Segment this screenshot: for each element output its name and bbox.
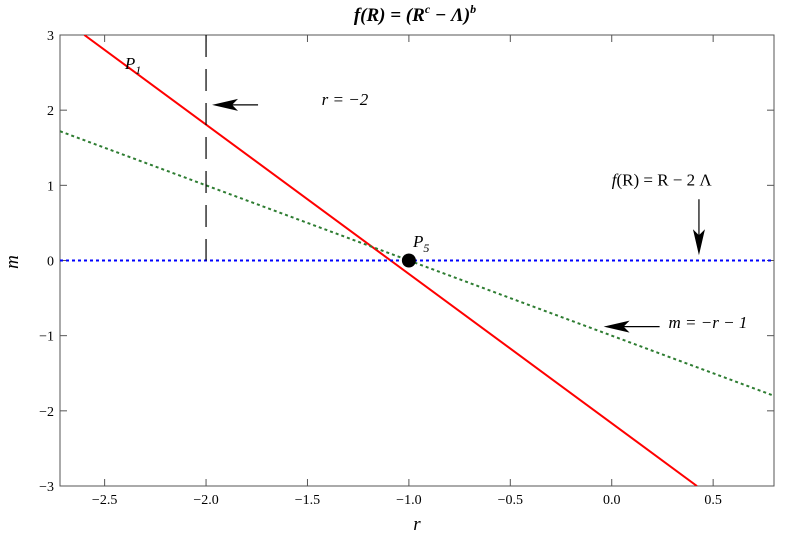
axis-tick-labels: −2.5 −2.0 −1.5 −1.0 −0.5 0.0 0.5 −3 −2 −1 0 1 2 3: [39, 29, 722, 508]
p1-label: P1: [124, 54, 141, 77]
x-tick-label: −0.5: [498, 493, 523, 508]
x-tick-label: 0.5: [704, 493, 722, 508]
points-group: [401, 253, 416, 268]
x-tick-label: 0.0: [603, 493, 621, 508]
series-group: [60, 35, 774, 486]
m-equals-label: m = −r − 1: [669, 313, 748, 332]
y-axis-title: m: [2, 255, 23, 269]
y-tick-label: 3: [47, 29, 54, 44]
y-tick-label: 1: [47, 179, 54, 194]
y-tick-label: 2: [47, 104, 54, 119]
y-tick-label: 0: [47, 255, 54, 270]
fR-arrow-head: [692, 229, 705, 256]
x-tick-label: −2.0: [193, 493, 218, 508]
point-marker: [401, 253, 416, 268]
r-arrow-head: [212, 98, 239, 111]
x-tick-label: −1.5: [295, 493, 320, 508]
annotation-arrows: [212, 98, 705, 333]
x-axis-title: r: [413, 514, 421, 535]
y-tick-label: −2: [39, 405, 54, 420]
y-tick-label: −3: [39, 480, 54, 495]
r-equals-label: r = −2: [322, 90, 369, 109]
annotations-group: P1 P5 r = −2 f(R) = R − 2 Λ m = −r − 1: [124, 54, 747, 333]
fR-label: f(R) = R − 2 Λ: [612, 170, 713, 189]
p5-label: P5: [412, 232, 429, 255]
x-tick-label: −1.0: [396, 493, 421, 508]
y-tick-label: −1: [39, 330, 54, 345]
series-line-green-dotted: [60, 130, 774, 397]
m-arrow-head: [603, 320, 630, 333]
chart-title: f(R) = (Rc − Λ)b: [354, 2, 476, 26]
x-tick-label: −2.5: [92, 493, 117, 508]
